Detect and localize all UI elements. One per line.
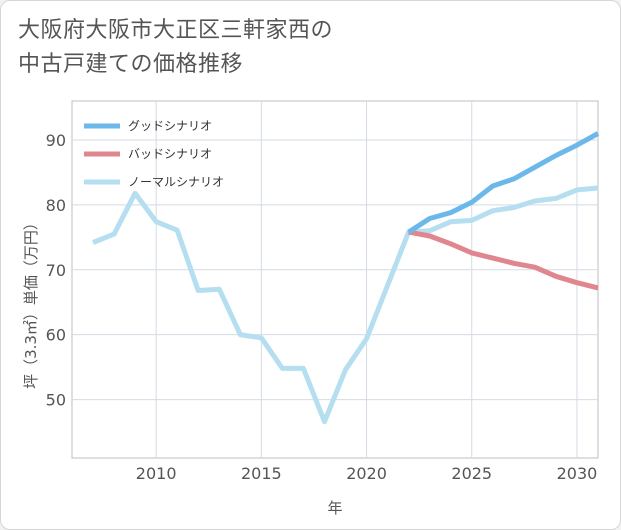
grid-lines (72, 101, 598, 458)
x-tick-labels: 2010 2015 2020 2025 2030 (136, 464, 598, 483)
y-tick-label-70: 70 (46, 261, 66, 280)
series-line-2 (92, 185, 599, 425)
y-tick-label-50: 50 (46, 391, 66, 410)
y-tick-label-90: 90 (46, 131, 66, 150)
series-lines (92, 131, 600, 425)
legend-label-1: バッドシナリオ (128, 147, 212, 161)
series-line-1 (408, 229, 599, 291)
y-tick-label-80: 80 (46, 196, 66, 215)
chart-title: 大阪府大阪市大正区三軒家西の 中古戸建ての価格推移 (18, 14, 333, 82)
x-tick-label-2020: 2020 (346, 464, 387, 483)
legend-label-2: ノーマルシナリオ (128, 175, 224, 189)
x-axis-label: 年 (327, 499, 342, 517)
y-axis-label: 坪（3.3㎡）単価（万円） (22, 215, 40, 389)
legend-label-0: グッドシナリオ (128, 119, 212, 133)
chart-title-line2: 中古戸建ての価格推移 (18, 52, 244, 77)
series-line-0 (407, 131, 600, 235)
x-tick-label-2015: 2015 (241, 464, 282, 483)
x-tick-label-2030: 2030 (557, 464, 598, 483)
x-tick-label-2025: 2025 (451, 464, 492, 483)
y-tick-label-60: 60 (46, 326, 66, 345)
y-tick-labels: 50 60 70 80 90 (46, 131, 66, 410)
x-tick-label-2010: 2010 (136, 464, 177, 483)
chart-title-line1: 大阪府大阪市大正区三軒家西の (18, 18, 334, 43)
